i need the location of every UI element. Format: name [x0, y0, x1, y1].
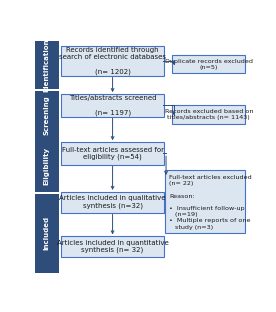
- FancyBboxPatch shape: [34, 91, 59, 139]
- FancyBboxPatch shape: [61, 46, 164, 76]
- FancyBboxPatch shape: [165, 170, 245, 233]
- Text: Full-text articles assessed for
eligibility (n=54): Full-text articles assessed for eligibil…: [62, 147, 164, 160]
- Text: Eligibility: Eligibility: [44, 147, 50, 185]
- Text: Identification: Identification: [44, 38, 50, 92]
- FancyBboxPatch shape: [61, 236, 164, 257]
- Text: Titles/abstracts screened

(n= 1197): Titles/abstracts screened (n= 1197): [69, 95, 156, 115]
- FancyBboxPatch shape: [172, 56, 245, 74]
- Text: Screening: Screening: [44, 96, 50, 135]
- FancyBboxPatch shape: [34, 193, 59, 273]
- FancyBboxPatch shape: [61, 192, 164, 213]
- Text: Records identified through
search of electronic databases

(n= 1202): Records identified through search of ele…: [59, 47, 166, 75]
- Text: Full-text articles excluded
(n= 22)

Reason:

•  Insufficient follow-up
   (n=19: Full-text articles excluded (n= 22) Reas…: [169, 175, 252, 230]
- FancyBboxPatch shape: [172, 105, 245, 124]
- Text: Records excluded based on
titles/abstracts (n= 1143): Records excluded based on titles/abstrac…: [164, 109, 253, 120]
- FancyBboxPatch shape: [61, 94, 164, 117]
- Text: Articles included in qualitative
synthesis (n=32): Articles included in qualitative synthes…: [59, 196, 166, 209]
- FancyBboxPatch shape: [34, 139, 59, 193]
- Text: Articles included in quantitative
synthesis (n= 32): Articles included in quantitative synthe…: [57, 240, 168, 253]
- FancyBboxPatch shape: [34, 41, 59, 89]
- Text: Duplicate records excluded
(n=5): Duplicate records excluded (n=5): [165, 59, 253, 70]
- Text: Included: Included: [44, 216, 50, 250]
- FancyBboxPatch shape: [61, 142, 164, 165]
